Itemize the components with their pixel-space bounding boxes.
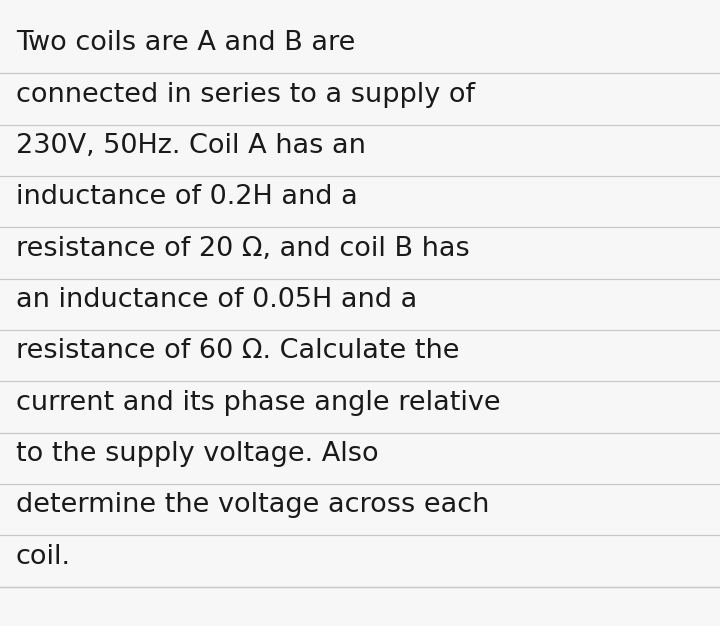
Text: Two coils are A and B are: Two coils are A and B are <box>16 31 355 56</box>
Text: 230V, 50Hz. Coil A has an: 230V, 50Hz. Coil A has an <box>16 133 366 159</box>
Text: to the supply voltage. Also: to the supply voltage. Also <box>16 441 379 467</box>
Text: resistance of 60 Ω. Calculate the: resistance of 60 Ω. Calculate the <box>16 339 459 364</box>
Text: inductance of 0.2H and a: inductance of 0.2H and a <box>16 185 358 210</box>
Text: current and its phase angle relative: current and its phase angle relative <box>16 390 500 416</box>
Text: determine the voltage across each: determine the voltage across each <box>16 493 489 518</box>
Text: an inductance of 0.05H and a: an inductance of 0.05H and a <box>16 287 417 313</box>
Text: connected in series to a supply of: connected in series to a supply of <box>16 82 475 108</box>
Text: resistance of 20 Ω, and coil B has: resistance of 20 Ω, and coil B has <box>16 236 469 262</box>
Text: coil.: coil. <box>16 544 71 570</box>
